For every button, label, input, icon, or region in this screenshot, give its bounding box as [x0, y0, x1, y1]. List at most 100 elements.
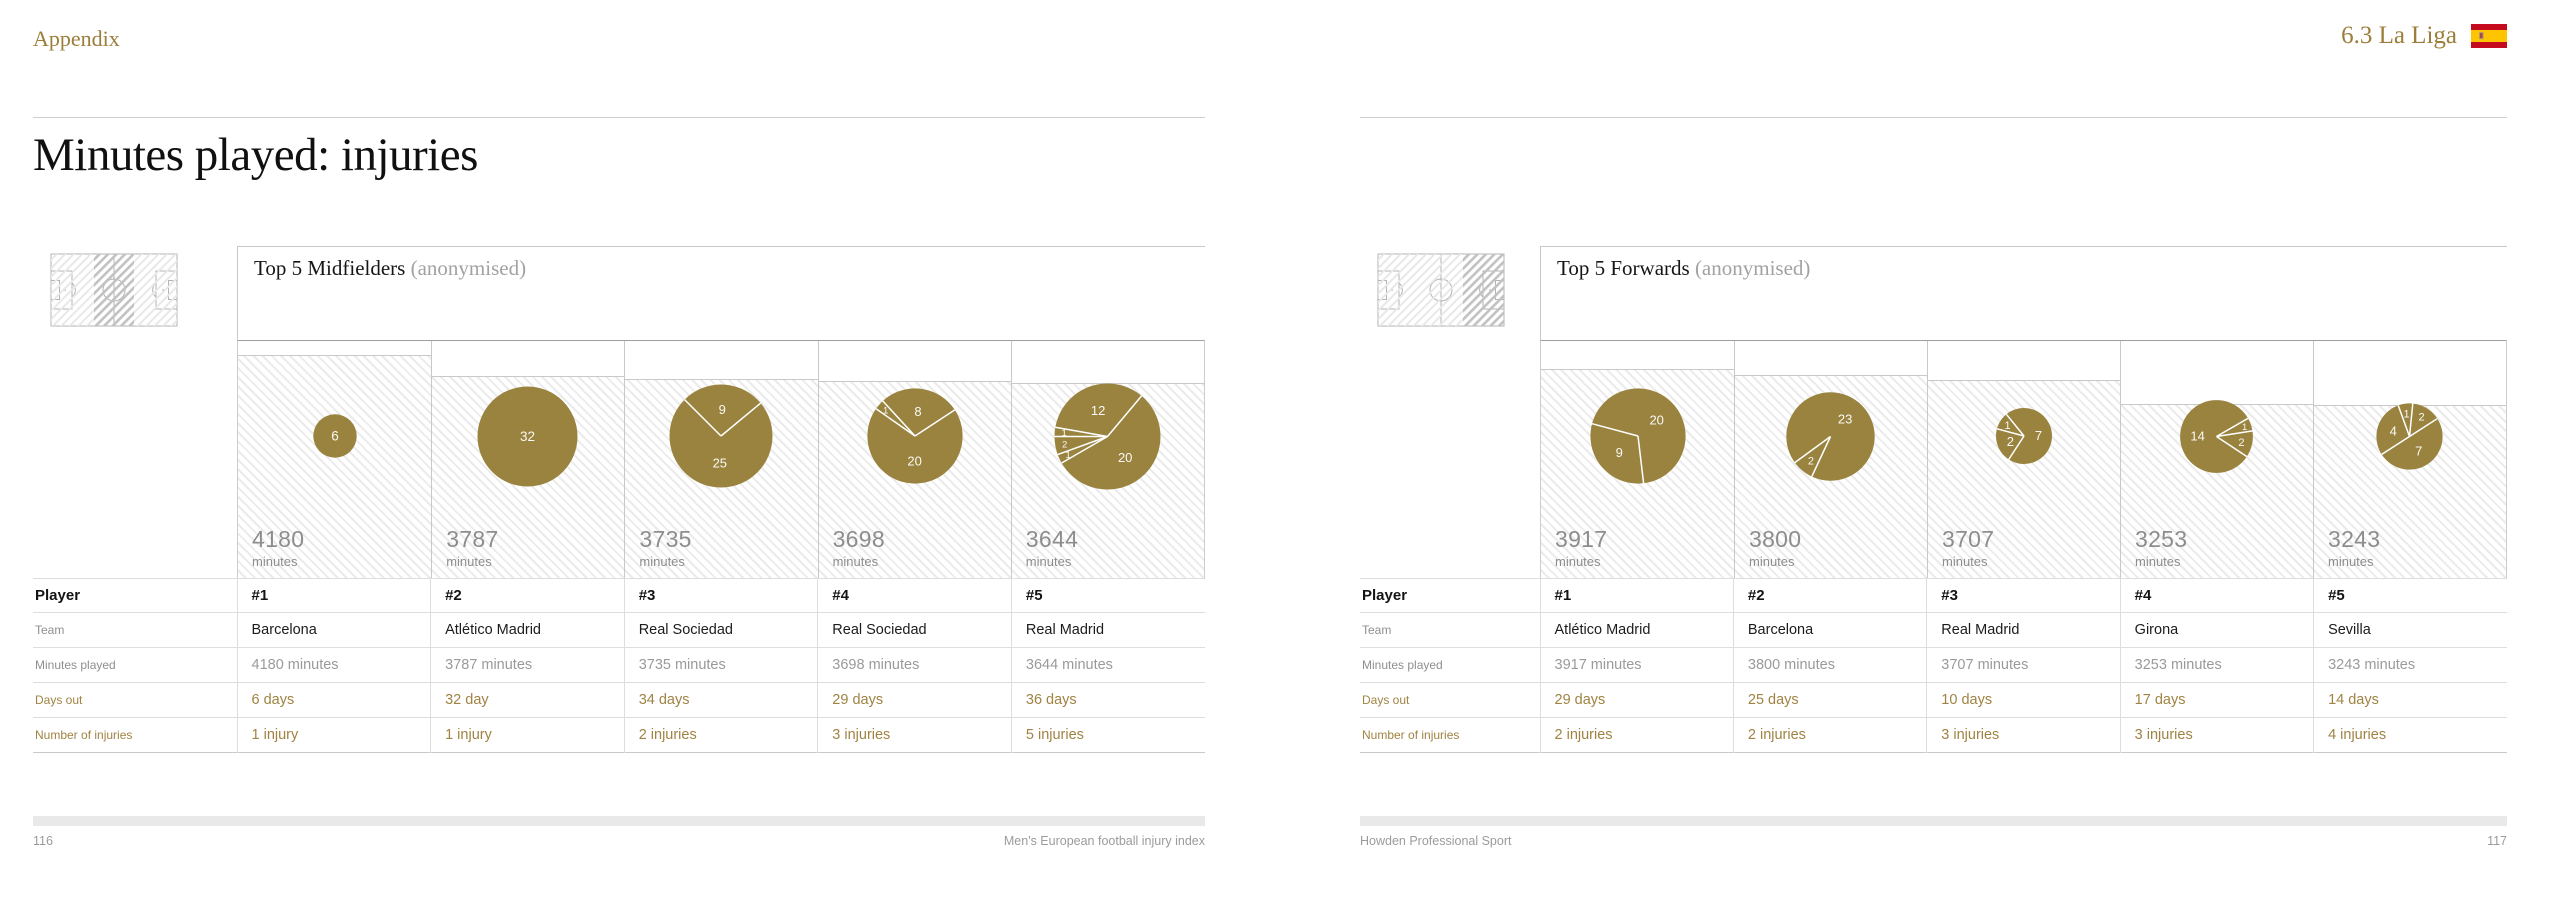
table-cell: Barcelona [236, 612, 431, 648]
pie-slice-days-label: 2 [2419, 412, 2425, 424]
pie-slice-days-label: 20 [1118, 450, 1132, 465]
pie-slice-days-label: 20 [1649, 412, 1663, 427]
chart-column: 1 2 1 12 20 3644 minutes [1010, 341, 1204, 578]
table-cell: 25 days [1732, 682, 1927, 718]
chart-title-suffix: (anonymised) [1694, 256, 1811, 280]
header-divider [33, 117, 1205, 118]
pie-slice-days-label: 9 [719, 402, 726, 417]
minutes-value: 3800 [1749, 526, 1802, 552]
pie-slice-days-label: 2 [2238, 437, 2244, 449]
minutes-value: 3735 [639, 526, 692, 552]
table-cell: 36 days [1010, 682, 1205, 718]
chart-column: 9 25 3735 minutes [624, 341, 818, 578]
table-cell: 3800 minutes [1732, 647, 1927, 683]
minutes-value: 3707 [1942, 526, 1995, 552]
table-row: Days out 6 days 32 day 34 days 29 days 36 day… [33, 682, 1205, 718]
pie-slice-days-label: 1 [2404, 408, 2410, 420]
table-cell: 3243 minutes [2313, 647, 2507, 683]
table-header-rank: #3 [1926, 578, 2121, 613]
table-cell: Atlético Madrid [1539, 612, 1734, 648]
pie-slice-days-label: 2 [1062, 439, 1067, 450]
injury-days-pie: 20 9 [1589, 388, 1686, 484]
chart-title-suffix: (anonymised) [410, 256, 527, 280]
minutes-unit-label: minutes [639, 554, 685, 569]
page-footer: 116 Men's European football injury index [33, 834, 1205, 848]
table-cell: Barcelona [1732, 612, 1927, 648]
injury-days-pie: 9 25 [669, 384, 773, 488]
pie-slice-days-label: 8 [914, 404, 921, 419]
row-label: Number of injuries [33, 717, 237, 753]
table-header-rank: #4 [2119, 578, 2314, 613]
injury-days-pie: 1 2 7 4 [2376, 403, 2443, 470]
pie-slice-days-label: 1 [883, 406, 888, 417]
pie-slice-days-label: 25 [713, 455, 727, 470]
pie-slice-days-label: 1 [1065, 450, 1070, 461]
table-row: Number of injuries 2 injuries 2 injuries 3 … [1360, 717, 2507, 753]
minutes-unit-label: minutes [446, 554, 492, 569]
table-cell: 3917 minutes [1539, 647, 1734, 683]
table-cell: 5 injuries [1010, 717, 1205, 753]
pie-slice-days-label: 2 [2007, 434, 2014, 449]
injury-days-pie: 1 2 14 [2180, 400, 2253, 473]
table-cell: Real Madrid [1926, 612, 2121, 648]
pie-slice-days-label: 2 [1808, 455, 1814, 467]
table-cell: 1 injury [236, 717, 431, 753]
table-cell: 2 injuries [623, 717, 818, 753]
injury-days-pie: 1 820 [867, 388, 963, 484]
page-left: Appendix Minutes played: injuries Top 5 … [33, 0, 1205, 905]
table-cell: Real Madrid [1010, 612, 1205, 648]
table-header-player: Player [1360, 578, 1540, 613]
row-label: Days out [33, 682, 237, 718]
table-cell: Girona [2119, 612, 2314, 648]
table-cell: 2 injuries [1539, 717, 1734, 753]
table-row: Number of injuries 1 injury 1 injury 2 inju… [33, 717, 1205, 753]
row-label: Team [33, 612, 237, 648]
table-header-rank: #1 [1539, 578, 1734, 613]
table-cell: 14 days [2313, 682, 2507, 718]
page-number: 117 [2487, 834, 2507, 848]
table-cell: 3253 minutes [2119, 647, 2314, 683]
table-header-row: Player #1 #2 #3 #4 #5 [33, 578, 1205, 613]
chart-column: 1 8 20 3698 minutes [817, 341, 1011, 578]
minutes-unit-label: minutes [1555, 554, 1601, 569]
pie-slice-days-label: 32 [520, 429, 535, 444]
chart-plot-area: 6 4180 minutes 32 3787 minutes 9 25 3735 minutes 1… [237, 340, 1205, 578]
table-header-rank: #1 [236, 578, 431, 613]
section-title: 6.3 La Liga [2341, 22, 2457, 49]
pitch-attacking-zone-icon [1377, 253, 1505, 327]
row-label: Number of injuries [1360, 717, 1540, 753]
table-header-rank: #4 [817, 578, 1012, 613]
table-cell: Atlético Madrid [430, 612, 625, 648]
table-cell: Sevilla [2313, 612, 2507, 648]
table-row: Team Atlético Madrid Barcelona Real Madrid G… [1360, 612, 2507, 648]
appendix-heading: Appendix [33, 26, 120, 51]
table-cell: 3 injuries [2119, 717, 2314, 753]
table-cell: 3698 minutes [817, 647, 1012, 683]
row-label: Days out [1360, 682, 1540, 718]
top5-midfielders-chart: Top 5 Midfielders (anonymised) 6 4180 minu… [237, 246, 1205, 578]
table-row: Days out 29 days 25 days 10 days 17 days 14 d… [1360, 682, 2507, 718]
table-header-rank: #5 [2313, 578, 2507, 613]
chart-column: 1 2 14 3253 minutes [2120, 341, 2313, 578]
chart-title-text: Top 5 Midfielders [254, 256, 406, 280]
minutes-unit-label: minutes [2328, 554, 2374, 569]
page-footer: Howden Professional Sport 117 [1360, 834, 2507, 848]
pitch-midfield-zone-icon [50, 253, 178, 327]
chart-column: 32 3787 minutes [431, 341, 625, 578]
table-cell: Real Sociedad [817, 612, 1012, 648]
row-label: Team [1360, 612, 1540, 648]
injury-days-pie: 32 [477, 386, 578, 487]
table-cell: 3787 minutes [430, 647, 625, 683]
chart-title: Top 5 Midfielders (anonymised) [237, 246, 1205, 340]
chart-column: 1 7 2 3707 minutes [1927, 341, 2120, 578]
table-header-row: Player #1 #2 #3 #4 #5 [1360, 578, 2507, 613]
top5-forwards-chart: Top 5 Forwards (anonymised) 20 9 3917 minut… [1540, 246, 2507, 578]
table-cell: 10 days [1926, 682, 2121, 718]
chart-column: 1 2 7 4 3243 minutes [2313, 341, 2506, 578]
minutes-value: 3644 [1025, 526, 1079, 552]
minutes-unit-label: minutes [2135, 554, 2181, 569]
pie-slice-days-label: 1 [1061, 428, 1066, 439]
players-table: Player #1 #2 #3 #4 #5 Team Barcelona Atlético Ma… [33, 578, 1205, 753]
